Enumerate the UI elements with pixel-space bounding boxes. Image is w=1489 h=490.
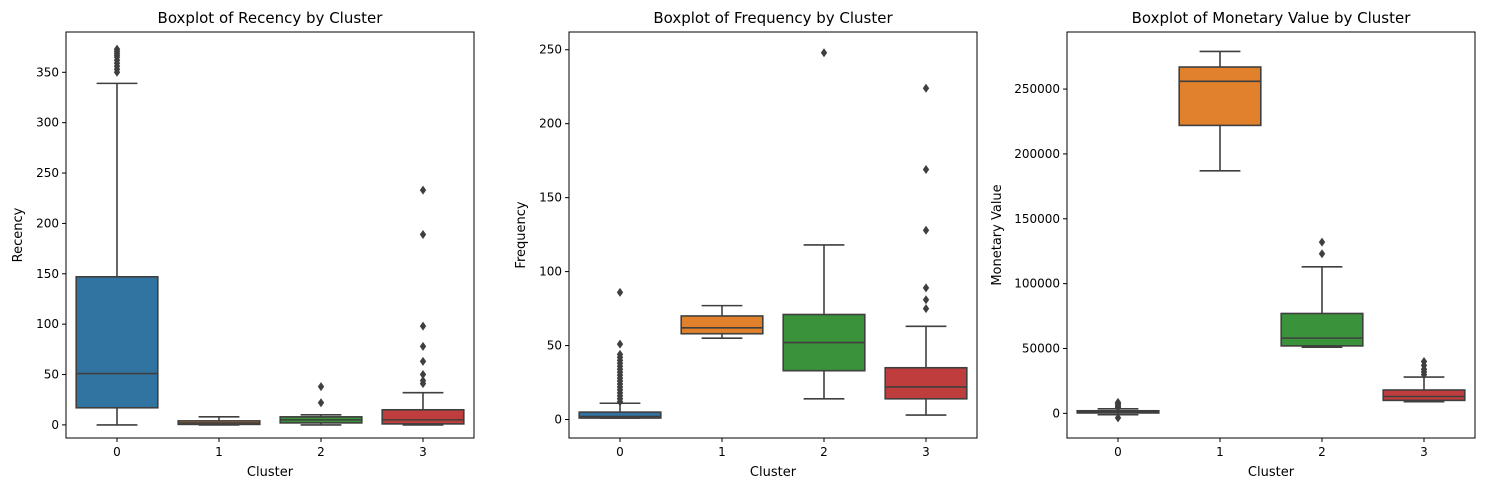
box [381, 408, 465, 425]
box-cluster-1 [680, 304, 764, 339]
x-axis-label: Cluster [247, 465, 294, 480]
box-cluster-3 [1382, 356, 1466, 403]
outlier-point [419, 341, 427, 351]
y-axis-label: Recency [11, 207, 26, 262]
outlier-point [1114, 397, 1122, 407]
y-tick-label: 250000 [1014, 82, 1060, 96]
y-tick-label: 200 [36, 216, 59, 230]
outlier-point [616, 339, 624, 349]
x-tick-label: 3 [922, 445, 930, 459]
x-tick-label: 0 [616, 445, 624, 459]
outlier-point [922, 225, 930, 235]
x-axis-label: Cluster [750, 465, 797, 480]
outlier-point [922, 283, 930, 293]
y-tick-label: 150000 [1014, 212, 1060, 226]
box-cluster-0 [1076, 397, 1160, 423]
box-cluster-0 [578, 287, 662, 419]
x-tick-label: 3 [419, 445, 427, 459]
box-cluster-3 [381, 185, 465, 426]
chart-title: Boxplot of Frequency by Cluster [653, 9, 893, 27]
outlier-point [922, 295, 930, 305]
x-tick-label: 1 [718, 445, 726, 459]
outlier-point [922, 165, 930, 175]
box [578, 411, 662, 419]
y-tick-label: 50000 [1022, 341, 1060, 355]
outlier-point [419, 370, 427, 380]
y-tick-label: 100000 [1014, 277, 1060, 291]
y-tick-label: 350 [36, 65, 59, 79]
axes-frame [1066, 31, 1476, 439]
x-tick-label: 2 [1318, 445, 1326, 459]
chart-title: Boxplot of Monetary Value by Cluster [1132, 9, 1412, 27]
y-tick-label: 100 [539, 265, 562, 279]
chart-panel-2: 0 50000 100000 150000 200000 250000 0 1 2 3 Boxplo… [990, 9, 1476, 480]
outlier-point [419, 229, 427, 239]
box [1280, 312, 1364, 347]
axes-frame [65, 31, 475, 439]
box-cluster-2 [782, 48, 866, 400]
box-cluster-0 [75, 44, 159, 426]
x-tick-label: 1 [1216, 445, 1224, 459]
axes-frame [568, 31, 978, 439]
outlier-point [419, 185, 427, 195]
outlier-point [419, 321, 427, 331]
y-tick-label: 250 [36, 166, 59, 180]
outlier-point [1114, 413, 1122, 423]
y-tick-label: 200 [539, 117, 562, 131]
outlier-point [317, 382, 325, 392]
outlier-point [922, 304, 930, 314]
chart-panel-0: 0 50 100 150 200 250 300 350 0 1 2 3 Boxplot of Rece… [11, 9, 475, 480]
x-tick-label: 1 [215, 445, 223, 459]
box [884, 366, 968, 400]
outlier-point [616, 349, 624, 359]
box-cluster-1 [177, 416, 261, 426]
outlier-point [1318, 249, 1326, 259]
y-tick-label: 200000 [1014, 147, 1060, 161]
y-tick-label: 150 [539, 191, 562, 205]
y-tick-label: 300 [36, 116, 59, 130]
y-tick-label: 100 [36, 317, 59, 331]
y-tick-label: 50 [44, 368, 59, 382]
y-tick-label: 50 [547, 339, 562, 353]
x-tick-label: 3 [1420, 445, 1428, 459]
y-axis-label: Frequency [514, 201, 529, 268]
outlier-point [419, 356, 427, 366]
x-axis-label: Cluster [1248, 465, 1295, 480]
outlier-point [419, 376, 427, 386]
box [1178, 66, 1262, 127]
outlier-point [317, 398, 325, 408]
box [1382, 389, 1466, 402]
outlier-point [820, 48, 828, 58]
box-cluster-3 [884, 83, 968, 416]
y-tick-label: 0 [554, 413, 562, 427]
y-axis-label: Monetary Value [990, 184, 1005, 285]
box [75, 276, 159, 409]
chart-title: Boxplot of Recency by Cluster [158, 9, 384, 27]
box-cluster-2 [1280, 237, 1364, 349]
y-tick-label: 0 [51, 418, 59, 432]
box-cluster-1 [1178, 50, 1262, 172]
box-cluster-2 [279, 382, 363, 426]
x-tick-label: 2 [820, 445, 828, 459]
x-tick-label: 0 [1114, 445, 1122, 459]
y-tick-label: 250 [539, 43, 562, 57]
y-tick-label: 150 [36, 267, 59, 281]
x-tick-label: 0 [113, 445, 121, 459]
box [680, 315, 764, 335]
outlier-point [1318, 237, 1326, 247]
outlier-point [616, 287, 624, 297]
x-tick-label: 2 [317, 445, 325, 459]
outlier-point [1420, 356, 1428, 366]
chart-panel-1: 0 50 100 150 200 250 0 1 2 3 Boxplot of Frequency … [514, 9, 978, 480]
outlier-point [922, 83, 930, 93]
y-tick-label: 0 [1052, 406, 1060, 420]
outlier-point [113, 44, 121, 54]
